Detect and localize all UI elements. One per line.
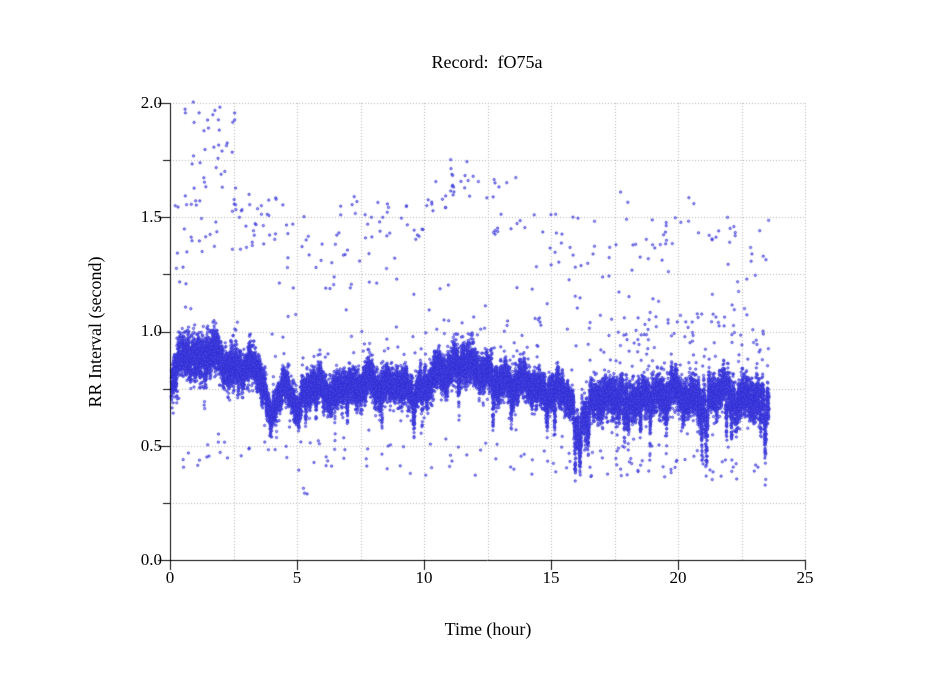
x-tick-label-2: 10 <box>415 568 433 587</box>
x-tick-label-4: 20 <box>669 568 687 587</box>
x-tick-label-5: 25 <box>796 568 814 587</box>
x-tick-label-0: 0 <box>165 568 175 587</box>
y-tick-label-4: 2.0 <box>140 93 162 112</box>
y-tick-label-1: 0.5 <box>140 436 162 455</box>
y-tick-label-2: 1.0 <box>140 321 162 340</box>
y-axis-label: RR Interval (second) <box>85 256 105 408</box>
y-tick-label-3: 1.5 <box>140 207 162 226</box>
x-tick-label-3: 15 <box>542 568 560 587</box>
x-axis-label: Time (hour) <box>444 619 532 639</box>
x-tick-label-1: 5 <box>292 568 302 587</box>
chart-title: Record: fO75a <box>431 52 543 72</box>
y-tick-label-0: 0.0 <box>140 550 162 569</box>
